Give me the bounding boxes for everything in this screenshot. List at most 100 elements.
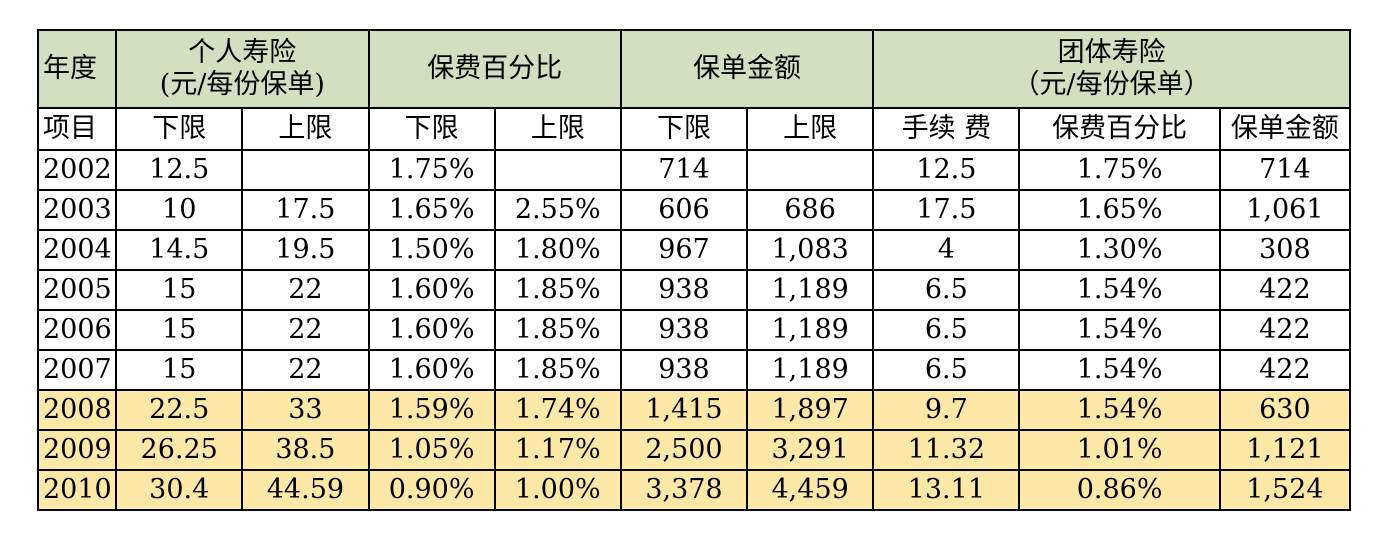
cell-amt-high: 1,083 [746,229,875,271]
cell-pct-high: 1.85% [493,309,622,351]
cell-year: 2006 [36,309,118,351]
subheader-group-amt: 保单金额 [1218,107,1352,151]
cell-group-amt: 714 [1218,149,1352,191]
cell-amt-high: 1,189 [746,309,875,351]
cell-pct-low: 1.50% [367,229,496,271]
subheader-group-pct: 保费百分比 [1018,107,1221,151]
subheader-personal-low: 下限 [115,107,244,151]
cell-personal-low: 15 [115,269,244,311]
cell-amt-low: 1,415 [619,389,749,431]
cell-year: 2002 [36,149,118,191]
cell-personal-low: 30.4 [115,469,244,511]
cell-amt-low: 2,500 [619,429,749,471]
table-row: 2010 30.4 44.59 0.90% 1.00% 3,378 4,459 13.11 0.… [36,469,1352,511]
cell-amt-high: 3,291 [746,429,875,471]
cell-pct-high: 1.17% [493,429,622,471]
cell-group-pct: 0.86% [1018,469,1221,511]
cell-group-pct: 1.54% [1018,309,1221,351]
cell-personal-low: 22.5 [115,389,244,431]
cell-year: 2004 [36,229,118,271]
cell-personal-low: 15 [115,309,244,351]
subheader-amt-high: 上限 [746,107,875,151]
cell-personal-high: 19.5 [241,229,370,271]
header-row-top: 年度 个人寿险 (元/每份保单) 保费百分比 保单金额 团体寿险 （元/每份保单… [36,29,1351,109]
cell-pct-low: 1.75% [367,149,496,191]
cell-personal-low: 26.25 [115,429,244,471]
table-row: 2008 22.5 33 1.59% 1.74% 1,415 1,897 9.7 1.54% 63… [36,389,1352,431]
cell-personal-high: 22 [241,309,370,351]
header-group-line1: 团体寿险 [1057,37,1166,68]
header-policy-amount: 保单金额 [619,29,875,109]
cell-group-fee: 6.5 [872,309,1021,351]
subheader-group-fee: 手续 费 [872,107,1021,151]
table-row: 2007 15 22 1.60% 1.85% 938 1,189 6.5 1.54% 422 [36,349,1352,391]
cell-group-fee: 11.32 [872,429,1021,471]
cell-group-amt: 1,121 [1218,429,1352,471]
cell-amt-low: 938 [619,309,749,351]
subheader-pct-low: 下限 [367,107,496,151]
cell-pct-low: 1.60% [367,269,496,311]
cell-amt-high [746,149,875,191]
header-personal-life: 个人寿险 (元/每份保单) [115,29,370,109]
cell-year: 2008 [36,389,118,431]
table-row: 2003 10 17.5 1.65% 2.55% 606 686 17.5 1.65% 1,061 [36,189,1352,231]
cell-amt-low: 938 [619,349,749,391]
header-group-life: 团体寿险 （元/每份保单） [872,29,1351,109]
cell-pct-low: 1.60% [367,309,496,351]
cell-pct-low: 1.65% [367,189,496,231]
cell-amt-high: 1,897 [746,389,875,431]
cell-year: 2007 [36,349,118,391]
cell-pct-high: 1.80% [493,229,622,271]
cell-personal-high: 33 [241,389,370,431]
cell-amt-low: 938 [619,269,749,311]
cell-pct-high: 1.74% [493,389,622,431]
cell-group-pct: 1.54% [1018,269,1221,311]
cell-personal-low: 15 [115,349,244,391]
cell-personal-high: 17.5 [241,189,370,231]
cell-group-amt: 630 [1218,389,1352,431]
cell-pct-low: 1.60% [367,349,496,391]
cell-amt-high: 4,459 [746,469,875,511]
cell-group-amt: 1,524 [1218,469,1352,511]
cell-group-pct: 1.30% [1018,229,1221,271]
subheader-item: 项目 [36,107,118,151]
cell-group-amt: 308 [1218,229,1352,271]
subheader-pct-high: 上限 [493,107,622,151]
table-row: 2006 15 22 1.60% 1.85% 938 1,189 6.5 1.54% 422 [36,309,1352,351]
insurance-fee-table: 年度 个人寿险 (元/每份保单) 保费百分比 保单金额 团体寿险 （元/每份保单… [36,29,1352,511]
cell-group-pct: 1.75% [1018,149,1221,191]
subheader-personal-high: 上限 [241,107,370,151]
subheader-amt-low: 下限 [619,107,749,151]
cell-year: 2003 [36,189,118,231]
cell-personal-low: 10 [115,189,244,231]
cell-pct-low: 0.90% [367,469,496,511]
cell-year: 2005 [36,269,118,311]
cell-amt-high: 686 [746,189,875,231]
cell-group-fee: 17.5 [872,189,1021,231]
header-personal-line1: 个人寿险 [188,37,297,68]
cell-amt-low: 3,378 [619,469,749,511]
cell-group-amt: 422 [1218,309,1352,351]
cell-amt-low: 606 [619,189,749,231]
cell-year: 2009 [36,429,118,471]
cell-pct-high: 1.85% [493,269,622,311]
header-group-line2: （元/每份保单） [1012,69,1211,100]
table-row: 2005 15 22 1.60% 1.85% 938 1,189 6.5 1.54% 422 [36,269,1352,311]
cell-personal-high: 44.59 [241,469,370,511]
cell-pct-high [493,149,622,191]
cell-group-fee: 4 [872,229,1021,271]
cell-amt-high: 1,189 [746,349,875,391]
cell-amt-high: 1,189 [746,269,875,311]
cell-group-fee: 12.5 [872,149,1021,191]
cell-group-amt: 422 [1218,269,1352,311]
cell-personal-high: 38.5 [241,429,370,471]
cell-group-pct: 1.54% [1018,349,1221,391]
cell-pct-high: 1.00% [493,469,622,511]
header-premium-pct: 保费百分比 [367,29,622,109]
header-row-sub: 项目 下限 上限 下限 上限 下限 上限 手续 费 保费百分比 保单金额 [36,107,1352,151]
cell-group-pct: 1.01% [1018,429,1221,471]
cell-pct-high: 1.85% [493,349,622,391]
table-row: 2004 14.5 19.5 1.50% 1.80% 967 1,083 4 1.30% 308 [36,229,1352,271]
cell-group-fee: 6.5 [872,349,1021,391]
cell-personal-high: 22 [241,349,370,391]
